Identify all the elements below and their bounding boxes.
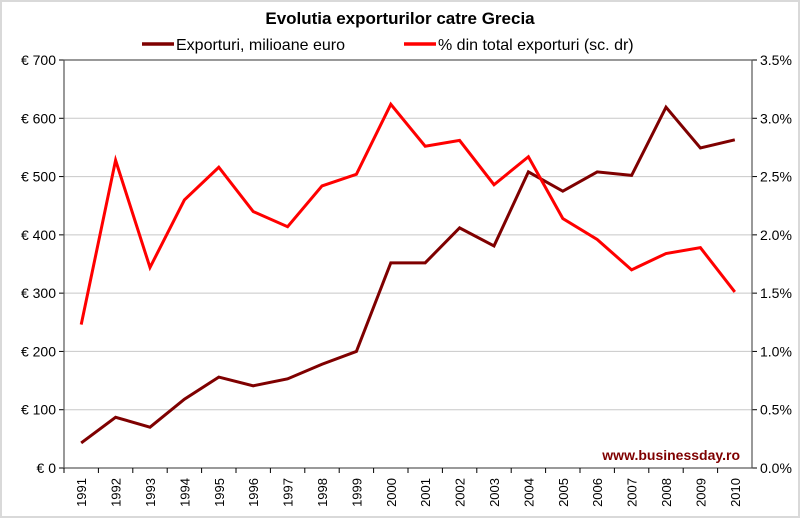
x-tick-label: 1992 — [109, 478, 124, 507]
x-tick-label: 1991 — [74, 478, 89, 507]
x-tick-label: 1999 — [349, 478, 364, 507]
x-tick-label: 2001 — [418, 478, 433, 507]
right-tick-label: 3.0% — [760, 110, 792, 126]
x-tick-label: 1997 — [281, 478, 296, 507]
series-line-0 — [81, 107, 735, 443]
right-tick-label: 2.0% — [760, 227, 792, 243]
right-tick-label: 3.5% — [760, 52, 792, 68]
x-tick-label: 2000 — [384, 478, 399, 507]
legend-label-exports: Exporturi, milioane euro — [176, 37, 345, 54]
x-tick-label: 1998 — [315, 478, 330, 507]
x-tick-label: 2007 — [625, 478, 640, 507]
right-tick-label: 2.5% — [760, 169, 792, 185]
left-tick-label: € 700 — [21, 52, 56, 68]
left-tick-label: € 400 — [21, 227, 56, 243]
x-tick-label: 2009 — [693, 478, 708, 507]
left-tick-label: € 300 — [21, 285, 56, 301]
right-tick-label: 0.5% — [760, 402, 792, 418]
x-tick-label: 2002 — [453, 478, 468, 507]
x-tick-label: 2003 — [487, 478, 502, 507]
x-tick-label: 2008 — [659, 478, 674, 507]
right-tick-label: 1.0% — [760, 343, 792, 359]
right-tick-label: 1.5% — [760, 285, 792, 301]
x-tick-label: 1995 — [212, 478, 227, 507]
legend-label-percent: % din total exporturi (sc. dr) — [438, 37, 634, 54]
x-tick-label: 2004 — [521, 478, 536, 507]
left-tick-label: € 600 — [21, 110, 56, 126]
x-tick-label: 2006 — [590, 478, 605, 507]
x-tick-label: 2005 — [556, 478, 571, 507]
x-tick-label: 2010 — [728, 478, 743, 507]
x-tick-label: 1993 — [143, 478, 158, 507]
chart-title: Evolutia exporturilor catre Grecia — [265, 9, 535, 28]
legend: Exporturi, milioane euro % din total exp… — [142, 37, 634, 54]
left-tick-label: € 500 — [21, 169, 56, 185]
left-tick-label: € 0 — [37, 460, 57, 476]
left-tick-label: € 200 — [21, 343, 56, 359]
series-line-1 — [81, 104, 735, 324]
watermark: www.businessday.ro — [601, 447, 740, 463]
x-tick-label: 1994 — [177, 478, 192, 507]
x-tick-label: 1996 — [246, 478, 261, 507]
right-tick-label: 0.0% — [760, 460, 792, 476]
left-tick-label: € 100 — [21, 402, 56, 418]
